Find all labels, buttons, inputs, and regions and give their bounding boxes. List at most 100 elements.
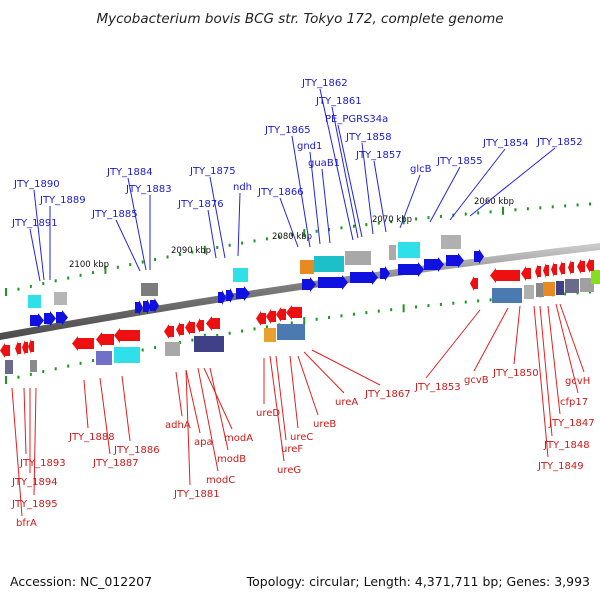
gene-arrow[interactable] <box>196 318 204 333</box>
gene-arrow[interactable] <box>424 257 444 272</box>
gene-label[interactable]: JTY_1895 <box>11 499 58 510</box>
gene-label[interactable]: glcB <box>410 164 432 175</box>
gene-label[interactable]: guaB1 <box>308 158 340 169</box>
gene-arrow[interactable] <box>551 262 557 277</box>
gene-arrow[interactable] <box>470 276 478 291</box>
gene-label[interactable]: ureB <box>313 419 336 430</box>
gene-label[interactable]: JTY_1893 <box>19 458 66 469</box>
gene-arrow[interactable] <box>236 286 250 301</box>
gene-arrow[interactable] <box>286 305 302 320</box>
gene-label[interactable]: ureF <box>281 444 303 455</box>
gene-arrow[interactable] <box>266 309 276 324</box>
gene-arrow[interactable] <box>206 316 220 331</box>
gene-arrow[interactable] <box>577 259 585 274</box>
gene-label[interactable]: adhA <box>165 420 191 431</box>
gene-label[interactable]: modA <box>224 433 253 444</box>
gene-arrow[interactable] <box>96 332 114 347</box>
gene-label[interactable]: ureG <box>277 465 301 476</box>
gene-arrow[interactable] <box>302 277 316 292</box>
gene-label[interactable]: JTY_1857 <box>355 150 402 161</box>
gene-arrow[interactable] <box>135 300 143 315</box>
gene-arrow[interactable] <box>586 258 594 273</box>
gene-label[interactable]: JTY_1852 <box>536 137 583 148</box>
gene-arrow[interactable] <box>521 266 531 281</box>
scale-tick <box>352 312 355 316</box>
gene-arrow[interactable] <box>490 268 520 283</box>
gene-arrow[interactable] <box>143 299 151 314</box>
gene-label[interactable]: JTY_1866 <box>257 187 304 198</box>
gene-label[interactable]: JTY_1848 <box>543 440 590 451</box>
gene-arrow[interactable] <box>318 275 348 290</box>
scale-tick <box>17 375 20 379</box>
gene-label[interactable]: ureA <box>335 397 358 408</box>
gene-label[interactable]: JTY_1883 <box>125 184 172 195</box>
gene-arrow[interactable] <box>398 262 424 277</box>
gene-label[interactable]: JTY_1876 <box>177 199 224 210</box>
gene-label[interactable]: JTY_1853 <box>414 382 461 393</box>
gene-arrow[interactable] <box>72 336 94 351</box>
gene-arrow[interactable] <box>44 311 56 326</box>
gene-label[interactable]: JTY_1854 <box>482 138 529 149</box>
gene-arrow[interactable] <box>150 298 159 313</box>
gene-label[interactable]: JTY_1855 <box>436 156 483 167</box>
gene-label[interactable]: JTY_1867 <box>364 389 411 400</box>
gene-label[interactable]: JTY_1875 <box>189 166 236 177</box>
gene-label[interactable]: JTY_1890 <box>13 179 60 190</box>
gene-label[interactable]: JTY_1889 <box>39 195 86 206</box>
gene-label[interactable]: JTY_1887 <box>92 458 139 469</box>
gene-label[interactable]: apa <box>194 437 213 448</box>
gene-arrow[interactable] <box>28 339 34 354</box>
gene-label[interactable]: gcvB <box>464 375 489 386</box>
gene-arrow[interactable] <box>276 307 286 322</box>
scale-tick <box>328 316 331 320</box>
gene-arrow[interactable] <box>380 266 390 281</box>
gene-label[interactable]: modB <box>217 454 246 465</box>
scale-tick <box>402 216 405 225</box>
gene-arrow[interactable] <box>164 324 174 339</box>
gene-label[interactable]: bfrA <box>16 518 37 529</box>
gene-arrow[interactable] <box>56 310 68 325</box>
gene-arrow[interactable] <box>256 311 266 326</box>
gene-arrow[interactable] <box>559 261 565 276</box>
gene-arrow[interactable] <box>185 320 195 335</box>
gene-label[interactable]: JTY_1865 <box>264 125 311 136</box>
scale-tick <box>340 314 343 318</box>
gene-label[interactable]: JTY_1884 <box>106 167 153 178</box>
gene-arrow[interactable] <box>0 343 10 358</box>
gene-arrow[interactable] <box>114 328 140 343</box>
gene-arrow[interactable] <box>350 270 378 285</box>
gene-label[interactable]: JTY_1862 <box>301 78 348 89</box>
gene-label[interactable]: JTY_1891 <box>11 218 58 229</box>
gene-arrow[interactable] <box>226 288 234 303</box>
gene-label[interactable]: JTY_1858 <box>345 132 392 143</box>
gene-arrow[interactable] <box>176 322 184 337</box>
gene-label[interactable]: cfp17 <box>560 397 588 408</box>
gene-arrow[interactable] <box>15 341 21 356</box>
leader-line <box>555 303 579 394</box>
gene-label[interactable]: modC <box>206 475 235 486</box>
gene-label[interactable]: PE_PGRS34a <box>325 114 388 125</box>
scale-tick <box>54 367 57 371</box>
gene-label[interactable]: gcvH <box>565 376 590 387</box>
gene-label[interactable]: JTY_1886 <box>113 445 160 456</box>
gene-arrow[interactable] <box>568 260 574 275</box>
gene-label[interactable]: JTY_1849 <box>537 461 584 472</box>
gene-label[interactable]: gnd1 <box>297 141 322 152</box>
gene-arrow[interactable] <box>30 313 44 328</box>
gene-label[interactable]: JTY_1894 <box>11 477 58 488</box>
gene-arrow[interactable] <box>543 263 549 278</box>
gene-label[interactable]: ureD <box>256 408 280 419</box>
gene-arrow[interactable] <box>535 264 541 279</box>
gene-label[interactable]: JTY_1850 <box>492 368 539 379</box>
gene-label[interactable]: JTY_1847 <box>548 418 595 429</box>
gene-label[interactable]: JTY_1881 <box>173 489 220 500</box>
gene-label[interactable]: ndh <box>233 182 252 193</box>
gene-arrow[interactable] <box>22 340 28 355</box>
gene-label[interactable]: ureC <box>290 432 313 443</box>
gene-label[interactable]: JTY_1888 <box>68 432 115 443</box>
gene-label[interactable]: JTY_1885 <box>91 209 138 220</box>
gene-label[interactable]: JTY_1861 <box>315 96 362 107</box>
gene-arrow[interactable] <box>446 253 464 268</box>
gene-arrow[interactable] <box>474 249 484 264</box>
gene-arrow[interactable] <box>218 290 226 305</box>
